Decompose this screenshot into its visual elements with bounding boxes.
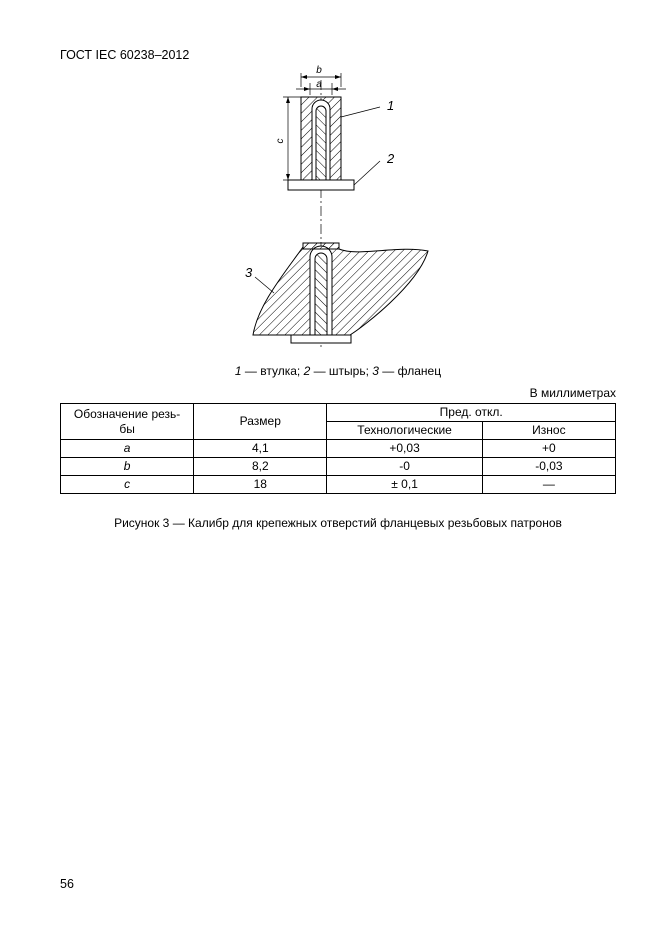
figure-caption: Рисунок 3 — Калибр для крепежных отверст… — [60, 516, 616, 530]
cell-size: 8,2 — [194, 458, 327, 476]
cell-tech: +0,03 — [327, 440, 482, 458]
hdr-thread-l2: бы — [119, 422, 135, 436]
callout-3: 3 — [245, 265, 253, 280]
cell-wear: — — [482, 476, 615, 494]
tolerance-table: Обозначение резь- бы Размер Пред. откл. … — [60, 403, 616, 494]
cell-tech: ± 0,1 — [327, 476, 482, 494]
callout-2: 2 — [386, 151, 395, 166]
hdr-size: Размер — [194, 404, 327, 440]
hdr-tech: Технологические — [327, 422, 482, 440]
figure-legend: 1 — втулка; 2 — штырь; 3 — фланец — [60, 364, 616, 378]
legend-3-num: 3 — [372, 364, 379, 378]
cell-sym: a — [61, 440, 194, 458]
legend-1-txt: — втулка; — [242, 364, 304, 378]
cell-sym: c — [61, 476, 194, 494]
cell-tech: -0 — [327, 458, 482, 476]
hdr-thread: Обозначение резь- бы — [61, 404, 194, 440]
page-number: 56 — [60, 877, 74, 891]
gauge-drawing: b a c — [188, 65, 488, 355]
table-row: b 8,2 -0 -0,03 — [61, 458, 616, 476]
table-row: c 18 ± 0,1 — — [61, 476, 616, 494]
dim-a: a — [316, 79, 322, 90]
cell-wear: +0 — [482, 440, 615, 458]
legend-2-txt: — штырь; — [310, 364, 372, 378]
document-header: ГОСТ IEC 60238–2012 — [60, 48, 616, 62]
cell-wear: -0,03 — [482, 458, 615, 476]
table-row: a 4,1 +0,03 +0 — [61, 440, 616, 458]
legend-3-txt: — фланец — [379, 364, 441, 378]
units-label: В миллиметрах — [60, 386, 616, 400]
hdr-wear: Износ — [482, 422, 615, 440]
dim-b: b — [316, 65, 322, 76]
hdr-thread-l1: Обозначение резь- — [74, 407, 180, 421]
callout-1: 1 — [387, 98, 394, 113]
cell-sym: b — [61, 458, 194, 476]
dim-c: c — [275, 139, 286, 144]
figure-3: b a c — [60, 65, 616, 358]
cell-size: 18 — [194, 476, 327, 494]
cell-size: 4,1 — [194, 440, 327, 458]
hdr-dev: Пред. откл. — [327, 404, 616, 422]
legend-1-num: 1 — [235, 364, 242, 378]
